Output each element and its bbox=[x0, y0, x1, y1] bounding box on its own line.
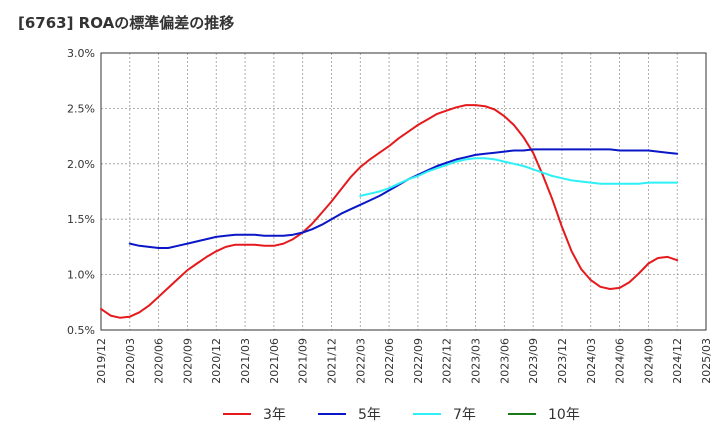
x-tick-label: 2024/09 bbox=[642, 338, 655, 384]
x-tick-label: 2019/12 bbox=[95, 338, 108, 384]
x-tick-label: 2022/09 bbox=[412, 338, 425, 384]
legend-label-5年: 5年 bbox=[358, 407, 381, 423]
x-tick-label: 2023/12 bbox=[556, 338, 569, 384]
y-tick-label: 2.0% bbox=[67, 158, 95, 171]
x-tick-label: 2022/12 bbox=[441, 338, 454, 384]
x-tick-label: 2023/06 bbox=[498, 338, 511, 384]
series-line-7年 bbox=[359, 157, 679, 197]
x-tick-label: 2023/09 bbox=[527, 338, 540, 384]
y-tick-label: 2.5% bbox=[67, 102, 95, 115]
chart-title: [6763] ROAの標準偏差の推移 bbox=[18, 14, 235, 32]
x-tick-label: 2021/12 bbox=[325, 338, 338, 384]
x-tick-label: 2024/06 bbox=[614, 338, 627, 384]
x-tick-label: 2022/06 bbox=[383, 338, 396, 384]
x-tick-label: 2023/03 bbox=[470, 338, 483, 384]
y-tick-label: 3.0% bbox=[67, 47, 95, 60]
x-tick-label: 2020/03 bbox=[124, 338, 137, 384]
x-tick-label: 2024/03 bbox=[585, 338, 598, 384]
series-line-3年 bbox=[100, 104, 679, 319]
x-tick-label: 2024/12 bbox=[671, 338, 684, 384]
y-tick-label: 1.0% bbox=[67, 269, 95, 282]
x-tick-label: 2020/06 bbox=[153, 338, 166, 384]
plot-frame bbox=[100, 52, 707, 331]
x-tick-label: 2025/03 bbox=[700, 338, 713, 384]
y-tick-label: 0.5% bbox=[67, 324, 95, 337]
y-tick-label: 1.5% bbox=[67, 213, 95, 226]
x-tick-label: 2020/09 bbox=[181, 338, 194, 384]
legend-label-3年: 3年 bbox=[263, 407, 286, 423]
x-tick-label: 2020/12 bbox=[210, 338, 223, 384]
x-tick-label: 2022/03 bbox=[354, 338, 367, 384]
x-tick-label: 2021/09 bbox=[297, 338, 310, 384]
series-line-5年 bbox=[128, 148, 679, 249]
x-tick-label: 2021/06 bbox=[268, 338, 281, 384]
legend-label-7年: 7年 bbox=[453, 407, 476, 423]
legend-label-10年: 10年 bbox=[548, 407, 580, 423]
x-tick-label: 2021/03 bbox=[239, 338, 252, 384]
